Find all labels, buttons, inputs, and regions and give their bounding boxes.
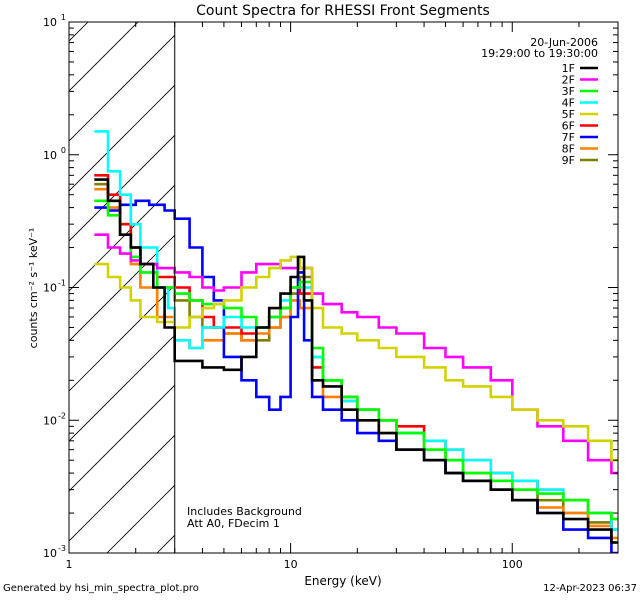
legend-label-4F: 4F xyxy=(562,97,575,110)
hatch-line xyxy=(69,184,175,292)
chart-title: Count Spectra for RHESSI Front Segments xyxy=(196,3,490,19)
y-axis-label: counts cm⁻² s⁻¹ keV⁻¹ xyxy=(27,228,40,349)
hatch-line xyxy=(250,0,640,560)
x-tick-label: 10 xyxy=(284,558,298,571)
legend-label-3F: 3F xyxy=(562,85,575,98)
legend-label-6F: 6F xyxy=(562,120,575,133)
x-tick-label: 100 xyxy=(502,558,523,571)
series-group xyxy=(94,130,618,553)
series-line-3F xyxy=(94,199,618,521)
footer-generated-by: Generated by hsi_min_spectra_plot.pro xyxy=(3,583,199,594)
legend-label-8F: 8F xyxy=(562,143,575,156)
legend-label-7F: 7F xyxy=(562,131,575,144)
hatch-line xyxy=(600,0,640,560)
legend-label-9F: 9F xyxy=(562,154,575,167)
y-tick-exponent: 1 xyxy=(61,13,66,22)
hatched-region xyxy=(0,0,640,560)
y-tick-exponent: -2 xyxy=(58,411,66,420)
legend-label-1F: 1F xyxy=(562,62,575,75)
hatch-line xyxy=(69,34,175,142)
series-line-5F xyxy=(94,255,618,462)
hatch-line xyxy=(69,22,89,42)
annotation-attenuator: Att A0, FDecim 1 xyxy=(187,517,280,530)
series-line-8F xyxy=(94,187,618,540)
series-line-4F xyxy=(94,130,618,531)
hatch-line xyxy=(69,234,175,342)
x-tick-label: 1 xyxy=(66,558,73,571)
date-label: 20-Jun-2006 xyxy=(530,36,598,49)
y-tick-label: 10 xyxy=(43,547,57,560)
x-axis-label: Energy (keV) xyxy=(304,574,381,588)
hatch-line xyxy=(69,384,175,492)
series-line-6F xyxy=(94,174,618,531)
legend-label-5F: 5F xyxy=(562,108,575,121)
time-range-label: 19:29:00 to 19:30:00 xyxy=(481,47,598,60)
hatch-line xyxy=(300,0,640,560)
y-tick-exponent: -3 xyxy=(58,544,66,553)
hatch-line xyxy=(350,0,640,560)
hatch-line xyxy=(106,484,175,553)
legend-label-2F: 2F xyxy=(562,74,575,87)
series-line-1F xyxy=(94,178,618,544)
hatch-line xyxy=(69,434,175,542)
y-tick-label: 10 xyxy=(43,16,57,29)
hatch-line xyxy=(0,0,10,560)
y-tick-exponent: -1 xyxy=(58,279,66,288)
hatch-line xyxy=(400,0,640,560)
y-tick-label: 10 xyxy=(43,414,57,427)
hatch-line xyxy=(69,134,175,242)
y-tick-label: 10 xyxy=(43,282,57,295)
y-tick-label: 10 xyxy=(43,149,57,162)
hatch-line xyxy=(69,84,175,192)
hatch-line xyxy=(450,0,640,560)
y-tick-exponent: 0 xyxy=(61,146,66,155)
footer-timestamp: 12-Apr-2023 06:37 xyxy=(543,583,637,594)
annotation-background: Includes Background xyxy=(187,505,302,518)
